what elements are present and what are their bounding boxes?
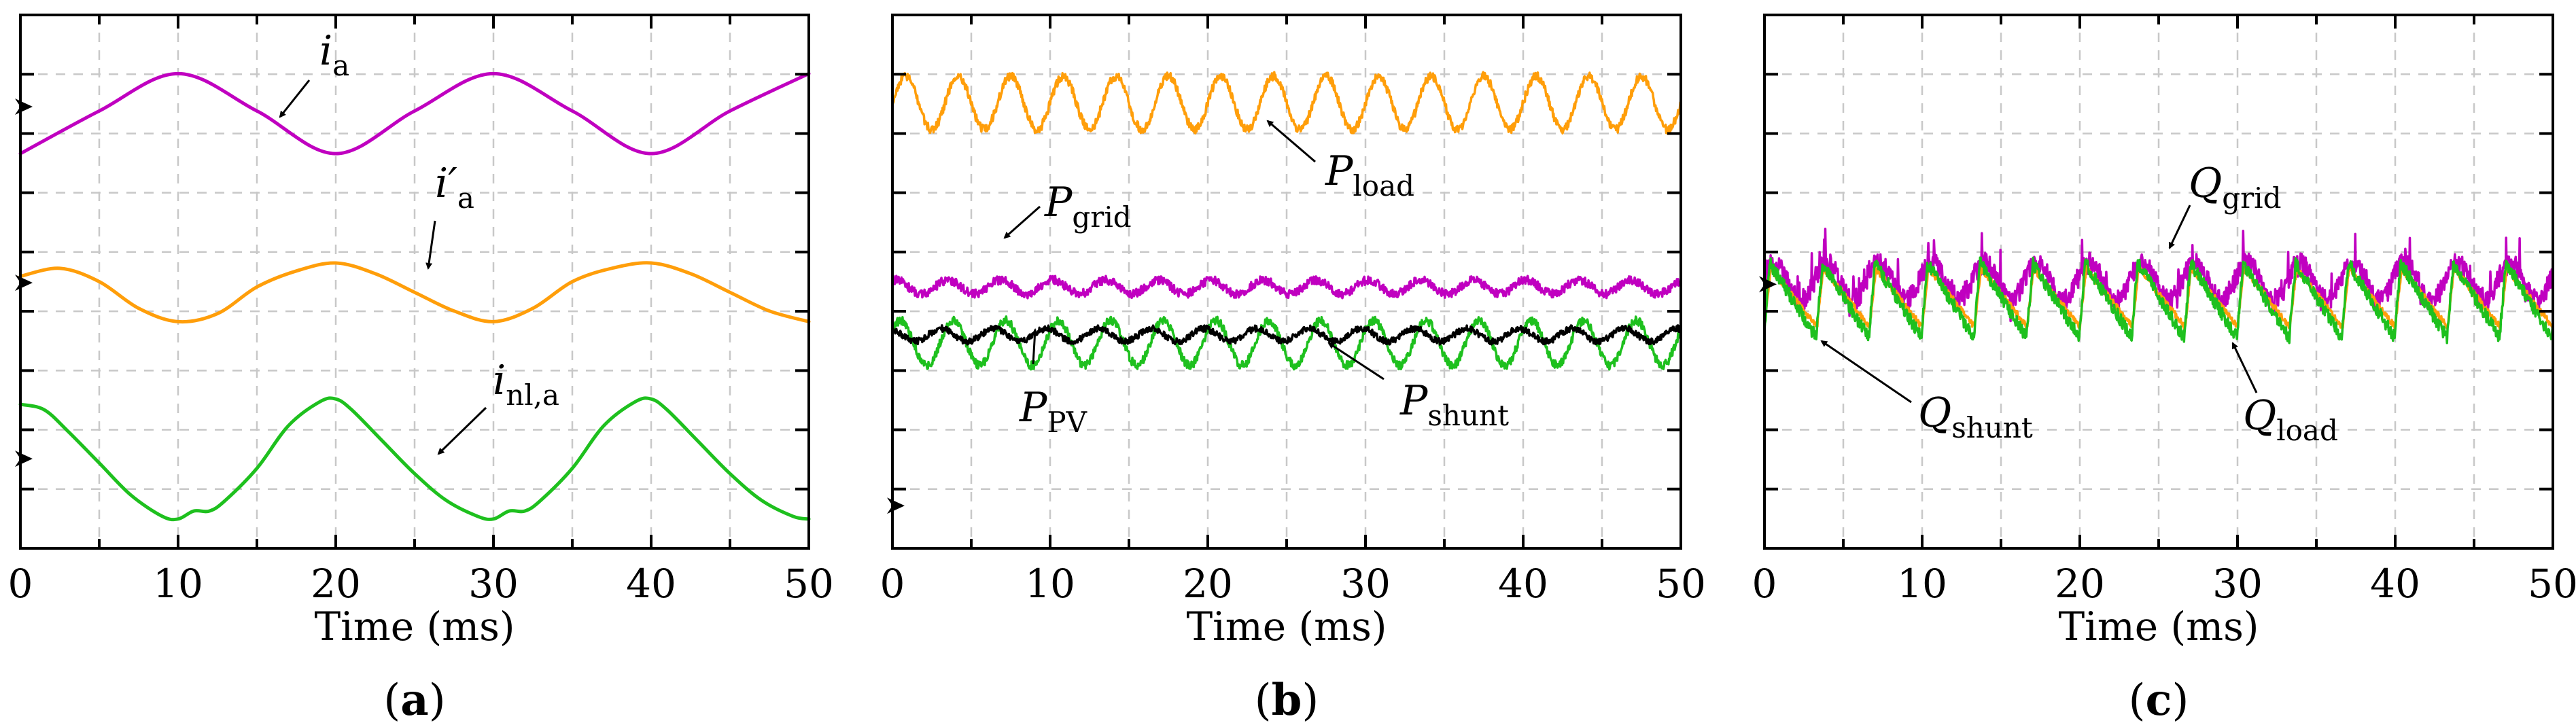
annotation-arrow bbox=[1327, 342, 1385, 381]
annotation-arrow bbox=[437, 406, 487, 455]
series-line-p-grid bbox=[891, 275, 1682, 300]
x-tick-label: 50 bbox=[2528, 561, 2576, 607]
annotation-arrow bbox=[2168, 205, 2191, 249]
panel-a: 0 10 20 30 40 50 Time (ms) (a) ia i′a inl,a bbox=[8, 14, 834, 725]
x-axis-title: Time (ms) bbox=[2058, 603, 2259, 650]
zero-level-marker bbox=[887, 497, 905, 514]
panel-c: 0 10 20 30 40 50 Time (ms) (c) Qgrid Qshunt Qload bbox=[1752, 14, 2576, 725]
annotation-label-i-a: i′a bbox=[435, 160, 474, 215]
series-line-i-nl-a bbox=[18, 396, 811, 522]
x-tick-label: 30 bbox=[1340, 561, 1391, 607]
annotation-label-i-a: ia bbox=[319, 27, 349, 82]
x-axis-title: Time (ms) bbox=[1186, 603, 1387, 650]
x-axis-title: Time (ms) bbox=[314, 603, 515, 650]
x-tick-label: 10 bbox=[1025, 561, 1075, 607]
annotation-arrow bbox=[1003, 205, 1041, 239]
x-tick-label: 0 bbox=[1752, 561, 1777, 607]
annotation-label-p-shunt: Pshunt bbox=[1399, 377, 1509, 432]
x-tick-label: 30 bbox=[2212, 561, 2263, 607]
annotation-label-q-shunt: Qshunt bbox=[1918, 389, 2033, 444]
annotation-label-p-load: Pload bbox=[1325, 147, 1414, 202]
panel-label: (c) bbox=[2129, 675, 2189, 725]
x-tick-label: 40 bbox=[626, 561, 676, 607]
annotation-label-p-pv: PPV bbox=[1019, 384, 1087, 439]
series-line-q-grid bbox=[1763, 228, 2554, 323]
zero-level-marker bbox=[1759, 276, 1777, 293]
annotation-label-q-grid: Qgrid bbox=[2189, 160, 2281, 215]
annotation-arrow bbox=[425, 220, 436, 270]
panel-label: (b) bbox=[1255, 675, 1319, 725]
series-line-p-load bbox=[891, 71, 1682, 135]
series-line-p-shunt bbox=[891, 324, 1682, 346]
annotation-label-i-nl-a: inl,a bbox=[493, 357, 559, 412]
x-tick-label: 20 bbox=[2055, 561, 2105, 607]
zero-level-marker bbox=[15, 99, 33, 116]
grid bbox=[1764, 15, 2553, 548]
zero-level-marker bbox=[15, 275, 33, 291]
annotation-label-p-grid: Pgrid bbox=[1044, 179, 1132, 234]
panel-b: 0 10 20 30 40 50 Time (ms) (b) Pload Pgrid PPV Pshu… bbox=[880, 14, 1706, 725]
grid bbox=[20, 15, 809, 548]
x-tick-label: 10 bbox=[153, 561, 203, 607]
series-line-p-pv bbox=[891, 315, 1682, 371]
series-line-i-a bbox=[18, 71, 811, 156]
x-tick-label: 50 bbox=[784, 561, 834, 607]
grid bbox=[892, 15, 1681, 548]
x-tick-label: 0 bbox=[8, 561, 33, 607]
zero-level-marker bbox=[15, 450, 33, 467]
annotation-arrow bbox=[1266, 120, 1316, 163]
x-tick-label: 40 bbox=[1498, 561, 1548, 607]
x-tick-label: 30 bbox=[468, 561, 519, 607]
x-tick-label: 40 bbox=[2370, 561, 2420, 607]
series-line-q-shunt bbox=[1763, 256, 2554, 344]
x-tick-label: 20 bbox=[311, 561, 361, 607]
annotation-label-q-load: Qload bbox=[2243, 392, 2338, 447]
x-tick-label: 20 bbox=[1183, 561, 1233, 607]
x-tick-label: 50 bbox=[1656, 561, 1706, 607]
series-line-i-a bbox=[18, 261, 811, 324]
panel-label: (a) bbox=[383, 675, 445, 725]
annotation-arrow bbox=[279, 79, 311, 118]
annotation-arrow bbox=[1031, 328, 1039, 365]
annotation-arrow bbox=[1820, 340, 1912, 404]
annotation-arrow bbox=[2231, 342, 2258, 393]
x-tick-label: 10 bbox=[1897, 561, 1947, 607]
x-tick-label: 0 bbox=[880, 561, 905, 607]
